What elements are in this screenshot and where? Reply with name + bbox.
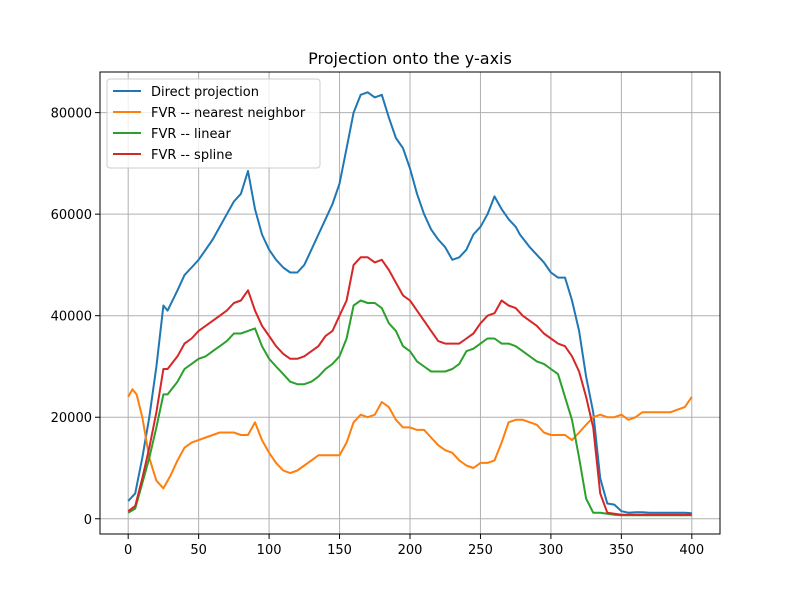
series-line-fvr-linear bbox=[127, 299, 692, 517]
x-tick-label: 200 bbox=[398, 543, 423, 558]
axis-ticks: 0 50 100 150 200 250 300 350 400 0 20000 40000 60000… bbox=[51, 107, 705, 558]
series-lines bbox=[127, 91, 693, 517]
series-line-direct-projection bbox=[127, 91, 692, 515]
y-tick-label: 40000 bbox=[51, 310, 92, 325]
legend-label-fvr-spline: FVR -- spline bbox=[151, 148, 233, 163]
y-tick-label: 60000 bbox=[51, 208, 92, 223]
series-line-fvr-spline bbox=[127, 256, 692, 516]
y-tick-label: 20000 bbox=[51, 411, 92, 426]
x-tick-label: 100 bbox=[257, 543, 282, 558]
legend-label-fvr-linear: FVR -- linear bbox=[151, 127, 231, 142]
chart-title: Projection onto the y-axis bbox=[308, 49, 512, 68]
legend-label-direct-projection: Direct projection bbox=[151, 85, 259, 100]
x-tick-label: 0 bbox=[124, 543, 132, 558]
x-tick-label: 300 bbox=[538, 543, 563, 558]
x-tick-label: 150 bbox=[327, 543, 352, 558]
legend-box bbox=[106, 78, 321, 169]
x-tick-label: 250 bbox=[468, 543, 493, 558]
series-line-fvr-nearest-neighbor bbox=[127, 388, 693, 490]
x-tick-label: 400 bbox=[679, 543, 704, 558]
legend: Direct projection FVR -- nearest neighbor… bbox=[106, 78, 321, 169]
legend-label-fvr-nearest-neighbor: FVR -- nearest neighbor bbox=[151, 106, 306, 121]
x-tick-label: 50 bbox=[190, 543, 207, 558]
x-tick-label: 350 bbox=[609, 543, 634, 558]
y-tick-label: 80000 bbox=[51, 107, 92, 122]
y-tick-label: 0 bbox=[84, 513, 92, 528]
